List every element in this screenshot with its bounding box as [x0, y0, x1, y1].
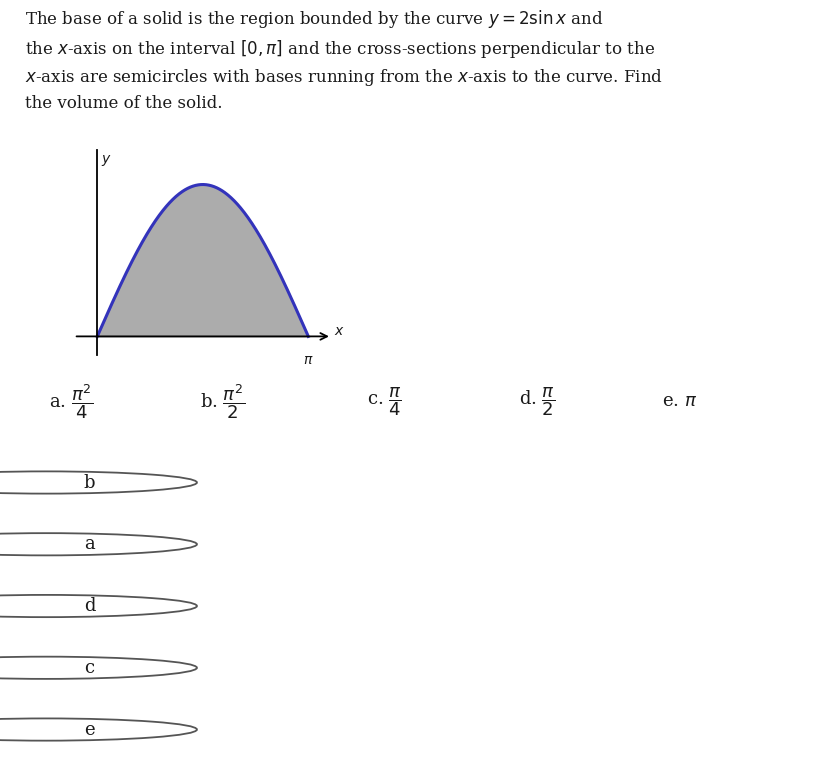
Text: d: d: [84, 597, 96, 615]
Text: b. $\dfrac{\pi^2}{2}$: b. $\dfrac{\pi^2}{2}$: [200, 382, 246, 421]
Text: $x$: $x$: [334, 324, 344, 338]
Text: c: c: [84, 659, 94, 677]
Text: c. $\dfrac{\pi}{4}$: c. $\dfrac{\pi}{4}$: [367, 385, 402, 418]
Text: The base of a solid is the region bounded by the curve $y = 2\sin x$ and
the $x$: The base of a solid is the region bounde…: [25, 8, 663, 112]
Text: e: e: [84, 720, 95, 739]
Text: a: a: [84, 535, 95, 554]
Text: $\pi$: $\pi$: [303, 353, 313, 367]
Text: e. $\pi$: e. $\pi$: [662, 392, 697, 411]
Text: b: b: [84, 473, 96, 492]
Text: a. $\dfrac{\pi^2}{4}$: a. $\dfrac{\pi^2}{4}$: [49, 382, 93, 421]
Text: $y$: $y$: [101, 153, 112, 168]
Text: d. $\dfrac{\pi}{2}$: d. $\dfrac{\pi}{2}$: [519, 385, 555, 418]
